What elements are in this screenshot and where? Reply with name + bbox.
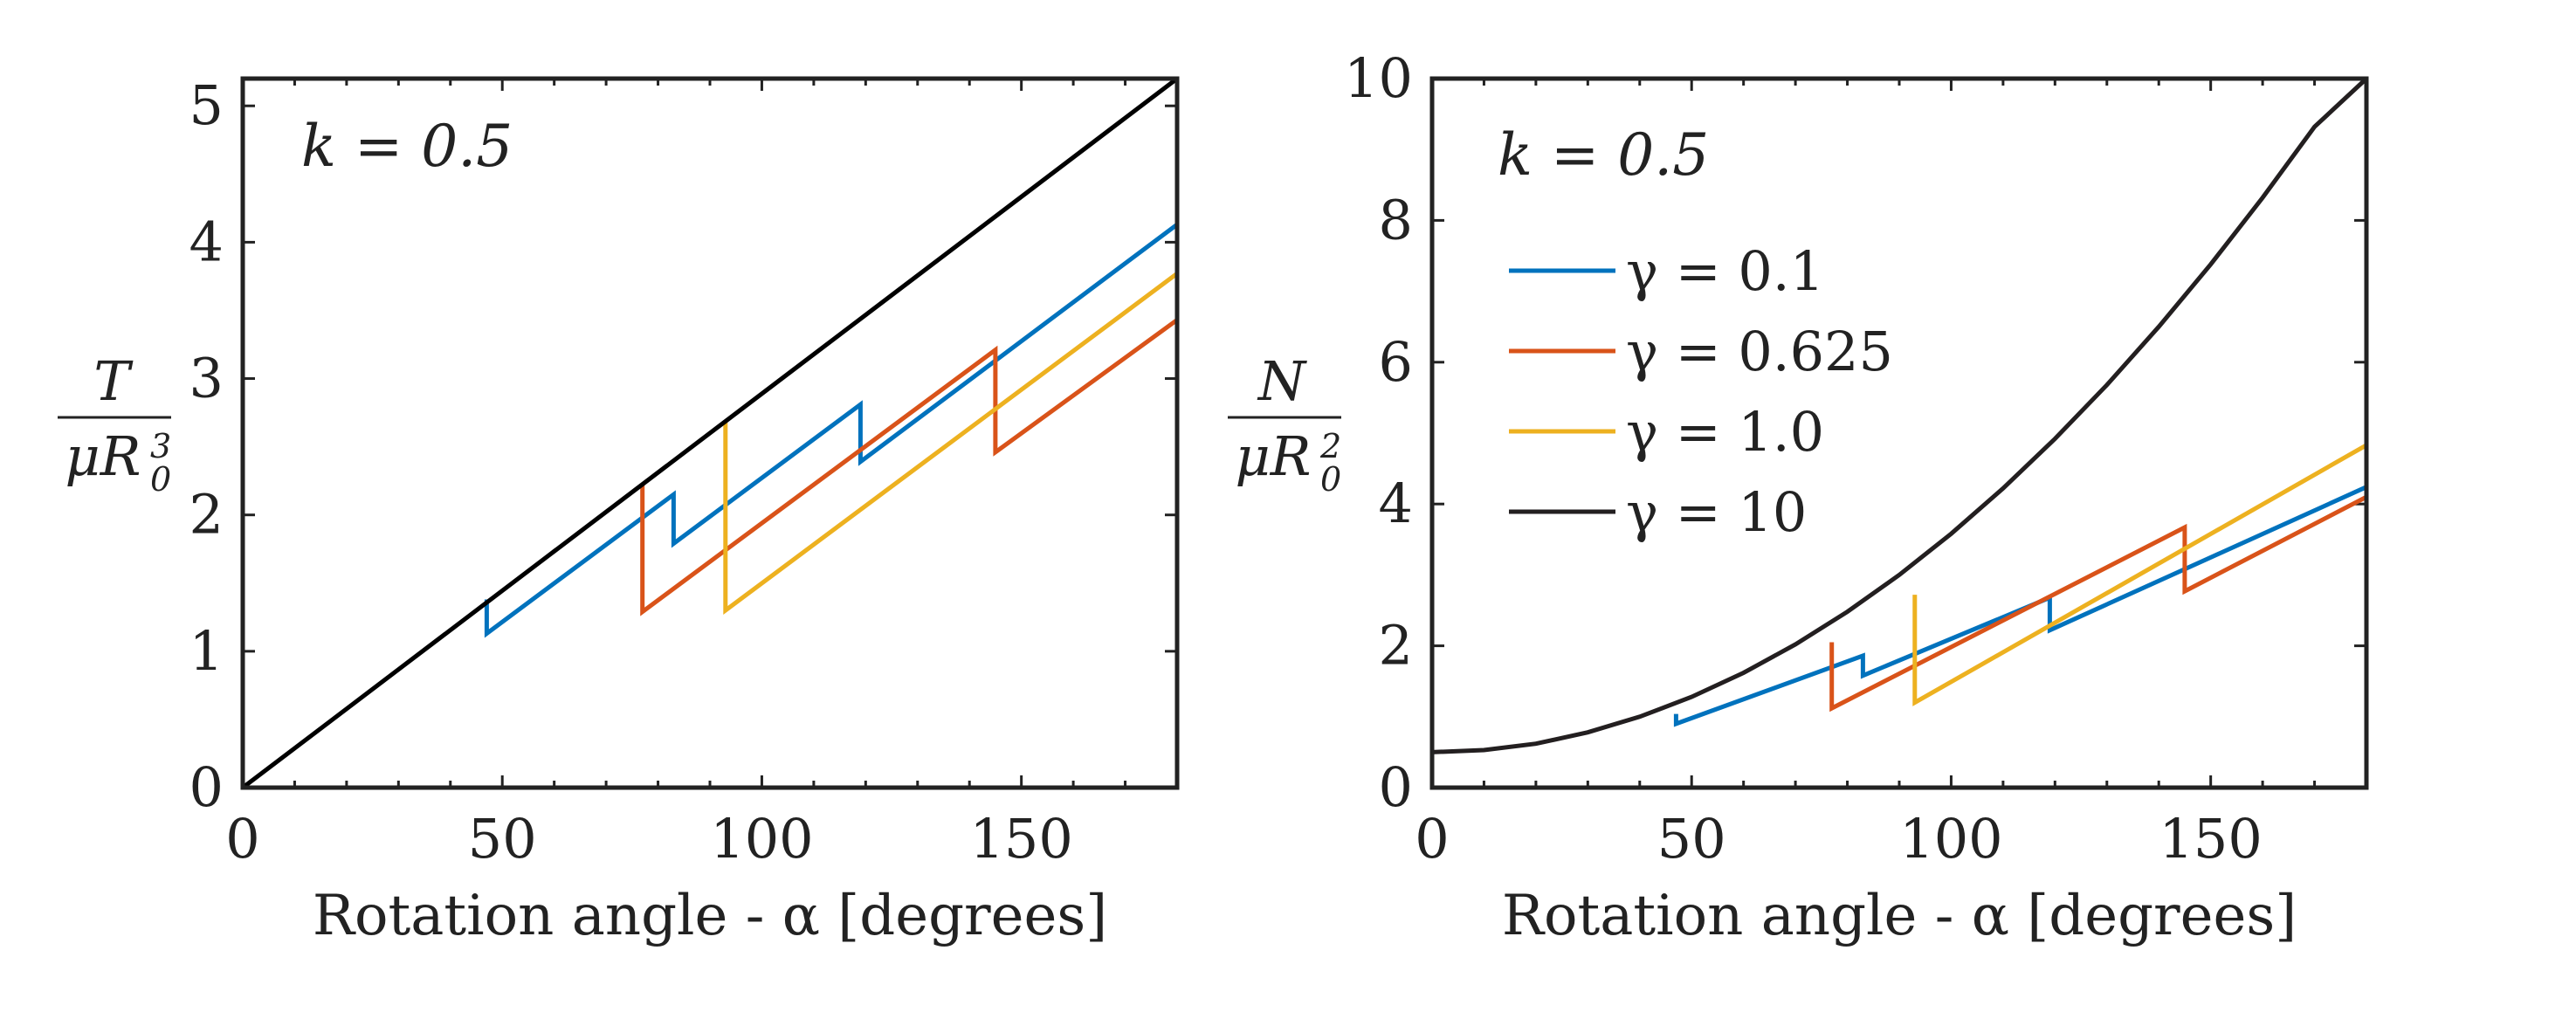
y-axis-label: NμR 20 <box>1228 349 1341 499</box>
y-tick-label: 3 <box>189 347 224 410</box>
y-tick-label: 6 <box>1379 330 1413 394</box>
y-label-denominator: μR <box>65 424 141 488</box>
series-line-3 <box>723 272 1179 615</box>
series-line-1 <box>484 223 1179 638</box>
x-axis-label: Rotation angle - α [degrees] <box>313 884 1107 948</box>
y-tick-label: 8 <box>1379 188 1413 251</box>
series-line-2 <box>1829 494 2368 713</box>
y-tick-label: 0 <box>189 755 224 819</box>
x-tick-label: 50 <box>1657 807 1726 871</box>
legend-label-4: γ = 10 <box>1626 480 1807 544</box>
k-annotation: k = 0.5 <box>301 113 513 180</box>
y-label-superscript: 2 <box>1319 427 1341 465</box>
x-axis-label: Rotation angle - α [degrees] <box>1502 884 2297 948</box>
x-tick-label: 100 <box>1899 807 2002 871</box>
y-axis-label: TμR 30 <box>58 349 171 499</box>
series-line-1 <box>1673 485 2368 727</box>
series-line-4 <box>241 77 1179 789</box>
y-label-numerator: T <box>93 349 134 413</box>
k-annotation: k = 0.5 <box>1498 121 1709 189</box>
legend-label-2: γ = 0.625 <box>1626 320 1893 383</box>
plot-frame <box>1429 76 2369 790</box>
y-tick-label: 4 <box>189 210 224 273</box>
y-tick-label: 2 <box>1379 614 1413 678</box>
x-tick-label: 100 <box>710 807 813 871</box>
series-line-4 <box>1431 77 2368 754</box>
y-label-numerator: N <box>1257 349 1308 413</box>
legend: γ = 0.1 γ = 0.625 γ = 1.0 γ = 10 <box>1509 239 1893 544</box>
y-label-subscript: 0 <box>150 460 171 499</box>
plot-frame <box>240 76 1180 790</box>
x-tick-label: 50 <box>468 807 537 871</box>
x-tick-label: 0 <box>1415 807 1449 871</box>
series-line-3 <box>1912 443 2368 706</box>
y-tick-label: 5 <box>189 73 224 137</box>
legend-label-3: γ = 1.0 <box>1626 400 1824 464</box>
y-label-subscript: 0 <box>1320 460 1341 499</box>
y-label-denominator: μR <box>1236 424 1312 488</box>
y-tick-label: 10 <box>1344 46 1413 110</box>
y-tick-label: 2 <box>189 483 224 547</box>
x-tick-label: 150 <box>969 807 1072 871</box>
series-line-2 <box>640 318 1179 616</box>
legend-label-1: γ = 0.1 <box>1626 239 1824 303</box>
x-tick-label: 150 <box>2159 807 2262 871</box>
x-tick-label: 0 <box>225 807 259 871</box>
y-label-superscript: 3 <box>150 427 171 465</box>
y-tick-label: 4 <box>1379 472 1413 535</box>
y-tick-label: 1 <box>189 619 224 683</box>
y-tick-label: 0 <box>1379 755 1413 819</box>
